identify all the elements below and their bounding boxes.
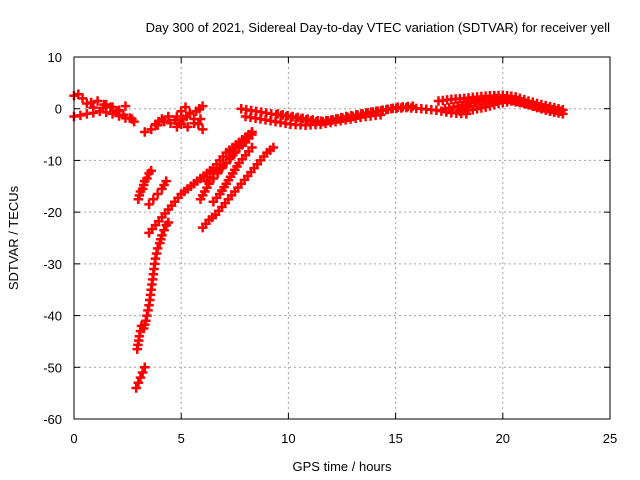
data-point: [92, 96, 103, 106]
series-arc-late-3: [455, 96, 568, 119]
data-point: [157, 114, 167, 124]
data-point: [88, 102, 99, 113]
x-tick-label: 10: [281, 431, 295, 446]
data-point: [163, 111, 174, 122]
data-points: [69, 89, 568, 393]
data-point: [112, 106, 122, 117]
data-point: [146, 166, 156, 176]
series-arc-mid-3: [172, 102, 208, 135]
data-point: [247, 142, 257, 153]
data-point: [180, 102, 191, 112]
x-tick-label: 0: [70, 431, 77, 446]
data-point: [142, 173, 152, 184]
data-point: [152, 189, 163, 199]
data-point: [140, 362, 150, 373]
data-point: [75, 110, 86, 121]
y-axis-label: SDTVAR / TECUs: [6, 185, 21, 290]
data-point: [99, 99, 109, 110]
data-point: [124, 113, 135, 123]
series-arc-rise-7: [202, 129, 257, 186]
data-point: [77, 93, 88, 104]
chart-title: Day 300 of 2021, Sidereal Day-to-day VTE…: [146, 20, 610, 35]
y-tick-label: 0: [55, 102, 62, 117]
data-point: [247, 129, 257, 140]
data-point: [189, 114, 199, 124]
data-point: [120, 101, 131, 111]
series-arc-rise-1: [133, 166, 156, 204]
grid: [74, 57, 610, 419]
y-tick-label: -10: [43, 153, 62, 168]
y-tick-label: -60: [43, 412, 62, 427]
y-tick-label: -20: [43, 205, 62, 220]
y-tick-label: -40: [43, 309, 62, 324]
y-tick-label: -50: [43, 360, 62, 375]
data-point: [558, 109, 568, 119]
data-point: [146, 124, 156, 135]
data-point: [193, 119, 204, 129]
data-point: [131, 383, 141, 393]
data-point: [73, 89, 84, 99]
data-point: [86, 97, 96, 108]
x-tick-label: 25: [603, 431, 617, 446]
data-point: [176, 119, 186, 129]
data-point: [148, 194, 159, 204]
series-arc-rise-8: [197, 142, 279, 233]
data-point: [105, 102, 116, 112]
data-point: [135, 372, 146, 383]
data-point: [140, 127, 150, 137]
y-tick-label: -30: [43, 257, 62, 272]
data-point: [118, 110, 129, 120]
x-tick-label: 15: [388, 431, 402, 446]
data-point: [268, 142, 279, 153]
data-point: [408, 101, 418, 111]
data-point: [161, 176, 171, 186]
y-tick-label: 10: [48, 50, 62, 65]
data-point: [144, 199, 154, 210]
data-point: [133, 378, 144, 388]
x-tick-label: 5: [178, 431, 185, 446]
data-point: [197, 124, 208, 135]
series-arc-rise-4: [131, 362, 150, 393]
data-point: [137, 367, 148, 378]
data-point: [152, 243, 163, 254]
x-tick-label: 20: [496, 431, 510, 446]
data-point: [157, 230, 167, 241]
plot-frame: [73, 56, 611, 420]
data-point: [163, 217, 174, 228]
series-arc-rise-2: [144, 176, 171, 210]
series-arc-day-3: [272, 101, 418, 127]
data-point: [185, 108, 195, 118]
x-axis-label: GPS time / hours: [293, 459, 392, 474]
series-arc-early-3: [86, 96, 139, 127]
data-point: [197, 101, 208, 111]
data-point: [129, 116, 139, 127]
data-point: [172, 111, 182, 122]
series-arc-rise-3: [132, 217, 174, 354]
data-point: [176, 106, 186, 117]
data-point: [182, 122, 193, 132]
series-arc-rise-9: [208, 142, 257, 207]
data-point: [159, 225, 169, 235]
